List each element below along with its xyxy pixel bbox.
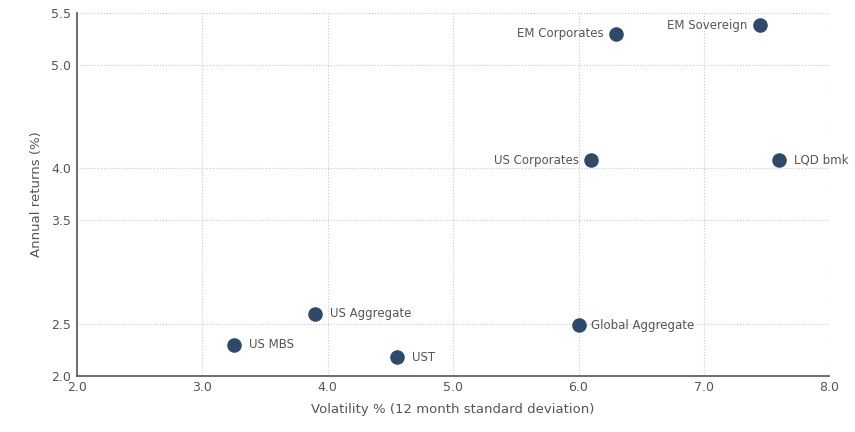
Text: UST: UST [412,351,435,364]
Text: Global Aggregate: Global Aggregate [591,318,694,331]
Text: EM Corporates: EM Corporates [517,27,604,40]
Point [309,310,322,317]
Text: EM Sovereign: EM Sovereign [668,19,748,32]
Point [753,22,767,29]
Text: US MBS: US MBS [249,338,294,351]
Point [584,157,598,164]
Point [772,157,786,164]
Text: US Aggregate: US Aggregate [330,307,411,320]
Y-axis label: Annual returns (%): Annual returns (%) [30,131,43,257]
Point [610,30,623,37]
Point [390,354,404,361]
Point [227,341,240,348]
Point [572,321,586,328]
X-axis label: Volatility % (12 month standard deviation): Volatility % (12 month standard deviatio… [311,403,595,416]
Text: LQD bmk: LQD bmk [794,154,849,167]
Text: US Corporates: US Corporates [493,154,579,167]
